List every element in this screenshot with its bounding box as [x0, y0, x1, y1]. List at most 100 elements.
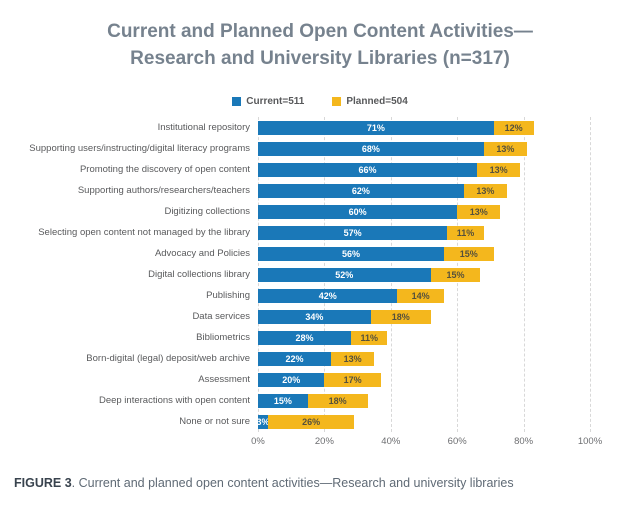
table-row: Advocacy and Policies 56% 15% — [0, 243, 640, 264]
x-tick-label: 100% — [577, 436, 603, 447]
planned-value-label: 11% — [360, 332, 378, 343]
gridline-80 — [523, 117, 525, 432]
planned-value-label: 13% — [476, 185, 495, 196]
current-bar-segment: 52% — [258, 267, 431, 282]
chart-title-line1: Current and Planned Open Content Activit… — [107, 21, 533, 42]
bar-track: 60% 13% — [258, 204, 590, 219]
category-label: Born-digital (legal) deposit/web archive — [86, 353, 250, 364]
bar-track: 20% 17% — [258, 372, 590, 387]
planned-bar-segment: 17% — [324, 372, 381, 387]
current-value-label: 57% — [343, 227, 362, 238]
current-value-label: 71% — [366, 122, 385, 133]
legend-label-current: Current=511 — [246, 95, 305, 107]
current-value-label: 28% — [295, 332, 314, 343]
x-tick-label: 40% — [381, 436, 401, 447]
x-tick-label: 20% — [314, 436, 334, 447]
category-label: Promoting the discovery of open content — [79, 164, 250, 175]
table-row: None or not sure 3% 26% — [0, 411, 640, 432]
planned-value-label: 11% — [456, 227, 475, 238]
planned-bar-segment: 11% — [350, 330, 388, 345]
category-label: Data services — [192, 311, 250, 322]
current-bar-segment: 34% — [258, 309, 371, 324]
bar-track: 62% 13% — [258, 183, 590, 198]
bar-chart: Institutional repository 71% 12% Supporting… — [0, 117, 640, 450]
category-label: Assessment — [198, 374, 250, 385]
current-bar-segment: 15% — [258, 393, 308, 408]
planned-value-label: 13% — [343, 353, 362, 364]
current-bar-segment: 68% — [258, 141, 484, 156]
planned-bar-segment: 18% — [370, 309, 431, 324]
current-value-label: 56% — [341, 248, 360, 259]
gridline-100 — [590, 117, 591, 432]
category-label: Institutional repository — [157, 122, 250, 133]
current-swatch-icon — [232, 96, 242, 106]
current-bar-segment: 42% — [258, 288, 398, 303]
x-tick-label: 0% — [251, 436, 265, 447]
current-bar-segment: 62% — [258, 183, 464, 198]
x-tick-label: 60% — [447, 436, 467, 447]
planned-bar-segment: 18% — [307, 393, 368, 408]
x-axis: 0% 20% 40% 60% 80% 100% — [0, 436, 640, 450]
figure-caption-text: . Current and planned open content activ… — [71, 476, 514, 490]
current-bar-segment: 20% — [258, 372, 325, 387]
table-row: Data services 34% 18% — [0, 306, 640, 327]
axis-tick-labels: 0% 20% 40% 60% 80% 100% — [251, 436, 602, 450]
chart-title-line2: Research and University Libraries (n=317… — [130, 48, 510, 69]
figure-caption-prefix: FIGURE 3 — [14, 476, 72, 490]
table-row: Publishing 42% 14% — [0, 285, 640, 306]
planned-bar-segment: 13% — [483, 141, 527, 156]
chart-rows: Institutional repository 71% 12% Supporting… — [0, 117, 640, 432]
current-value-label: 42% — [318, 290, 337, 301]
current-bar-segment: 56% — [258, 246, 444, 261]
planned-value-label: 15% — [446, 269, 465, 280]
bar-track: 3% 26% — [256, 414, 590, 429]
category-label: None or not sure — [179, 416, 250, 427]
planned-bar-segment: 11% — [447, 225, 484, 240]
current-value-label: 15% — [273, 395, 292, 406]
current-value-label: 66% — [358, 164, 377, 175]
planned-bar-segment: 15% — [443, 246, 494, 261]
planned-bar-segment: 15% — [430, 267, 481, 282]
table-row: Supporting users/instructing/digital lit… — [0, 138, 640, 159]
x-tick-label: 80% — [514, 436, 534, 447]
category-label: Advocacy and Policies — [154, 248, 250, 259]
table-row: Supporting authors/researchers/teachers 6… — [0, 180, 640, 201]
current-bar-segment: 22% — [258, 351, 332, 366]
current-bar-segment: 57% — [258, 225, 448, 240]
planned-value-label: 26% — [302, 416, 321, 427]
bar-track: 68% 13% — [258, 141, 590, 156]
table-row: Born-digital (legal) deposit/web archive… — [0, 348, 640, 369]
table-row: Promoting the discovery of open content 6… — [0, 159, 640, 180]
current-bar-segment: 60% — [258, 204, 458, 219]
planned-value-label: 18% — [328, 395, 347, 406]
planned-value-label: 15% — [459, 248, 478, 259]
axis-spacer — [0, 436, 258, 450]
planned-bar-segment: 14% — [397, 288, 444, 303]
table-row: Assessment 20% 17% — [0, 369, 640, 390]
table-row: Digital collections library 52% 15% — [0, 264, 640, 285]
planned-bar-segment: 13% — [463, 183, 507, 198]
bar-track: 22% 13% — [258, 351, 590, 366]
planned-value-label: 13% — [469, 206, 488, 217]
current-bar-segment: 28% — [258, 330, 351, 345]
planned-bar-segment: 13% — [477, 162, 521, 177]
planned-bar-segment: 13% — [331, 351, 375, 366]
planned-value-label: 14% — [411, 290, 430, 301]
bar-track: 66% 13% — [258, 162, 590, 177]
legend-item-current: Current=511 — [232, 96, 304, 107]
planned-value-label: 18% — [391, 311, 410, 322]
legend-item-planned: Planned=504 — [332, 95, 408, 107]
current-value-label: 52% — [335, 269, 354, 280]
figure-caption: FIGURE 3. Current and planned open conte… — [14, 476, 514, 490]
planned-value-label: 17% — [343, 374, 362, 385]
current-value-label: 62% — [351, 185, 370, 196]
planned-value-label: 13% — [489, 164, 508, 175]
bar-track: 57% 11% — [258, 225, 590, 240]
category-label: Deep interactions with open content — [98, 395, 250, 406]
category-label: Bibliometrics — [196, 332, 250, 343]
planned-bar-segment: 12% — [493, 120, 534, 135]
category-label: Supporting users/instructing/digital lit… — [29, 143, 250, 154]
bar-track: 71% 12% — [258, 120, 590, 135]
legend-label-planned: Planned=504 — [346, 95, 408, 107]
